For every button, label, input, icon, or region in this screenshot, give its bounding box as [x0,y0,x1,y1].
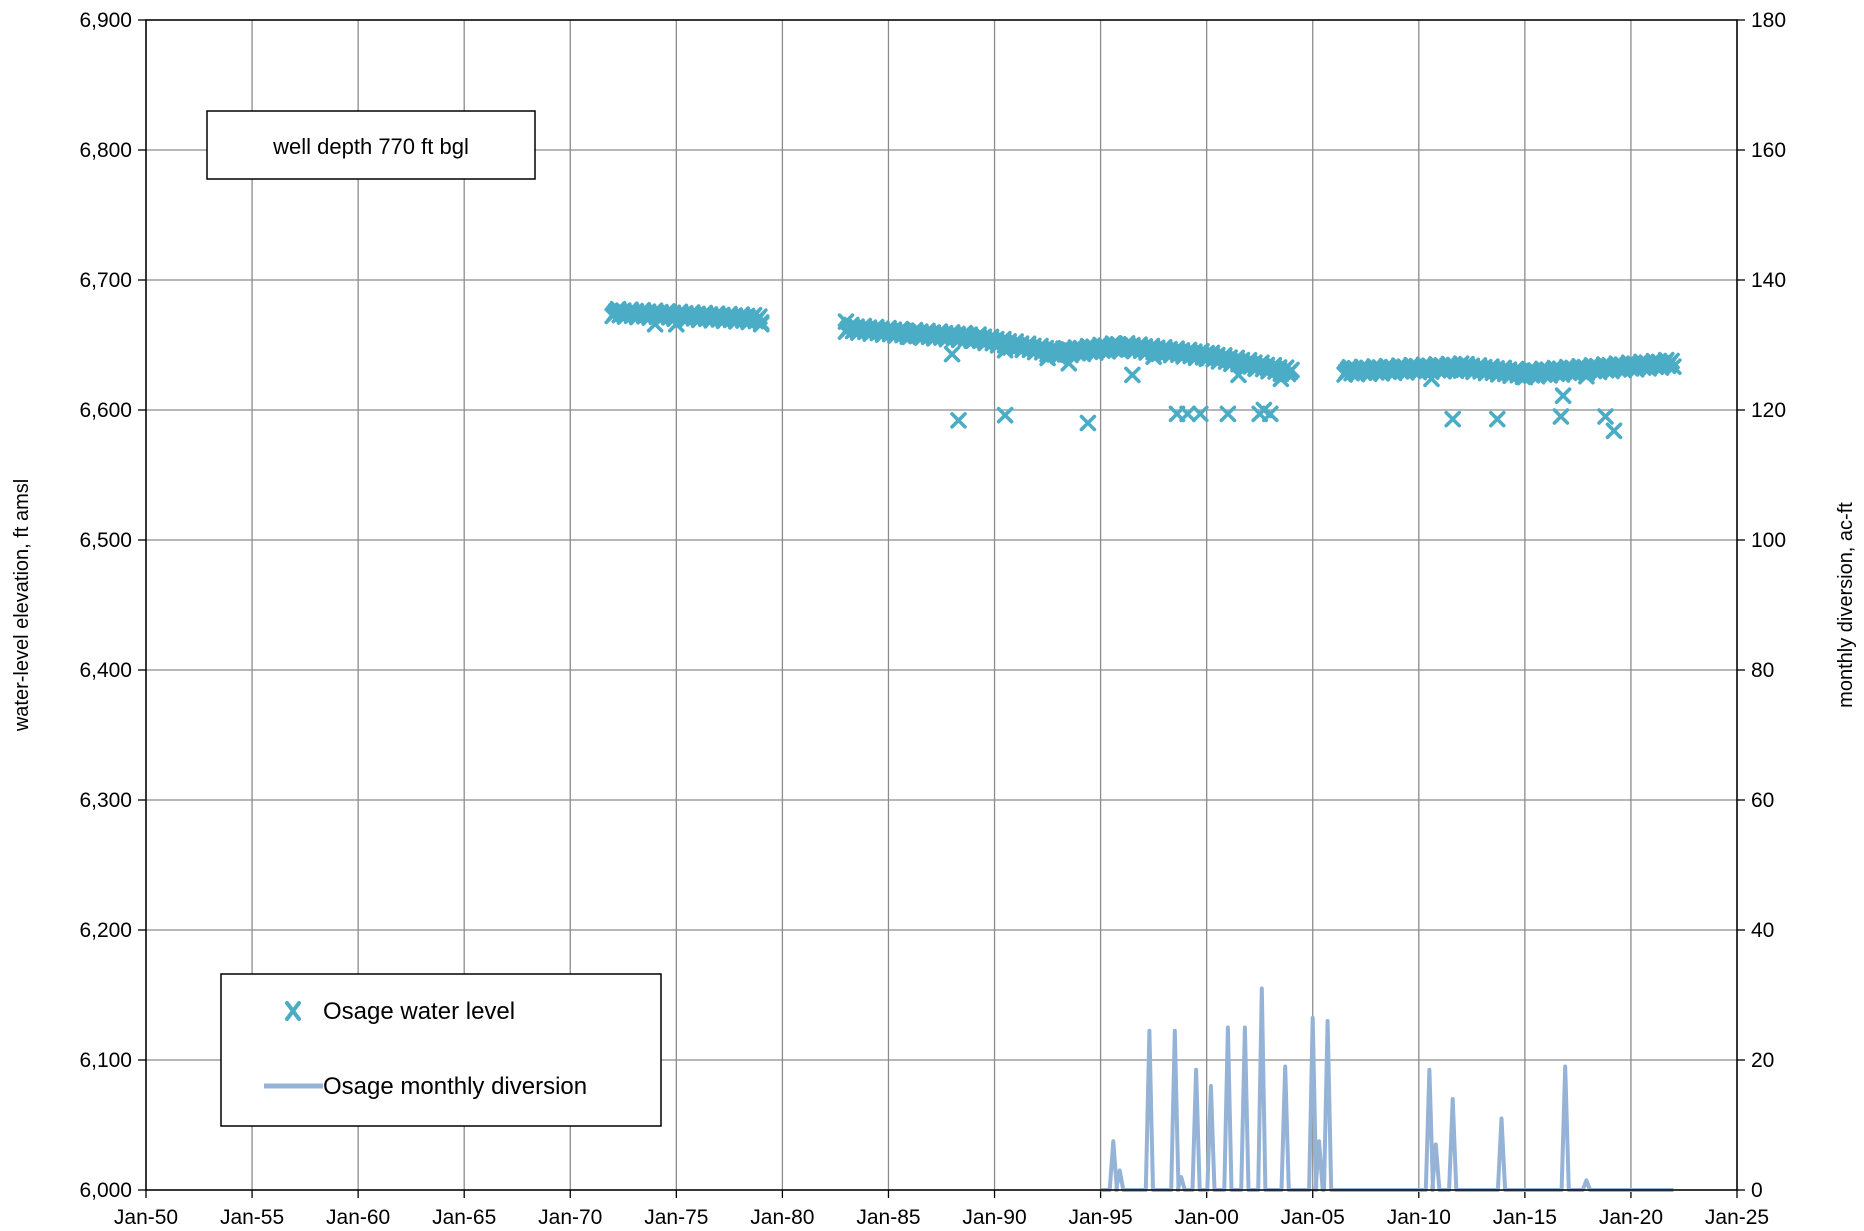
water-level-point [996,341,1014,359]
water-level-point [933,328,950,346]
y-right-tick-label: 160 [1751,139,1786,162]
y-left-tick-label: 6,400 [79,659,132,682]
y-left-tick-label: 6,600 [79,399,132,422]
water-level-point [1554,387,1572,404]
y-right-tick-label: 120 [1751,399,1786,422]
water-level-point [1079,414,1097,432]
water-level-point [646,315,664,333]
x-tick-labels: Jan-50 Jan-55 Jan-60 Jan-65 Jan-70 Jan-75 Jan-… [114,1206,1769,1229]
water-level-point [1060,354,1078,372]
diversion-series [1100,986,1674,1192]
y-right-tick-label: 100 [1751,529,1786,552]
water-level-point [752,315,770,333]
y-left-tick-label: 6,200 [79,919,132,942]
water-level-point [1230,366,1247,384]
legend: Osage water level Osage monthly diversio… [220,973,662,1127]
water-level-point [1192,405,1209,423]
y-right-tick-label: 60 [1751,789,1774,812]
x-tick-label: Jan-85 [856,1206,920,1229]
water-level-point [1423,370,1440,388]
legend-marker-water-level [285,1001,301,1021]
y-right-tick-label: 40 [1751,919,1774,942]
right-tick-labels: 0 20 40 60 80 100 120 140 160 180 [1751,9,1786,1202]
legend-label-diversion: Osage monthly diversion [323,1073,587,1100]
y-left-tick-label: 6,700 [79,269,132,292]
water-level-point [1255,401,1273,419]
plot-frame [145,19,1738,1191]
water-level-point [1179,405,1196,423]
water-level-point [1039,349,1056,367]
water-level-point [1219,405,1237,423]
y-right-tick-label: 20 [1751,1049,1774,1072]
y-right-tick-label: 140 [1751,269,1786,292]
water-level-point [837,313,855,330]
y-right-tick-label: 0 [1751,1179,1763,1202]
water-level-point [1444,410,1461,428]
water-level-point [1597,408,1614,425]
y-left-tick-label: 6,100 [79,1049,132,1072]
y-left-tick-label: 6,000 [79,1179,132,1202]
x-tick-label: Jan-05 [1281,1206,1345,1229]
x-tick-label: Jan-15 [1493,1206,1557,1229]
water-level-point [996,406,1014,424]
x-tick-label: Jan-90 [962,1206,1026,1229]
y-left-tick-label: 6,300 [79,789,132,812]
water-level-point [1578,367,1595,385]
y-left-tick-label: 6,800 [79,139,132,162]
x-tick-label: Jan-70 [538,1206,602,1229]
x-tick-label: Jan-50 [114,1206,178,1229]
x-tick-label: Jan-10 [1387,1206,1451,1229]
water-level-point [1665,358,1682,375]
x-tick-label: Jan-55 [220,1206,284,1229]
annotation-box: well depth 770 ft bgl [206,110,536,180]
annotation-text: well depth 770 ft bgl [272,134,469,159]
x-tick-label: Jan-75 [644,1206,708,1229]
y-right-tick-label: 180 [1751,9,1786,32]
legend-label-water-level: Osage water level [323,998,515,1025]
diversion-line [1100,986,1674,1192]
y-right-tick-label: 80 [1751,659,1774,682]
water-level-point [950,412,967,429]
x-tick-label: Jan-20 [1599,1206,1663,1229]
water-level-point [1145,348,1162,365]
water-level-point [668,315,685,333]
y-left-tick-label: 6,500 [79,529,132,552]
x-tick-label: Jan-65 [432,1206,496,1229]
y-right-axis-title: monthly diversion, ac-ft [1835,502,1857,708]
y-left-axis-title: water-level elevation, ft amsl [11,479,33,732]
water-level-point [1272,370,1290,388]
water-level-point [1552,408,1570,425]
x-tick-label: Jan-00 [1175,1206,1239,1229]
x-tick-label: Jan-80 [750,1206,814,1229]
water-level-point [1489,410,1506,428]
y-left-tick-label: 6,900 [79,9,132,32]
x-tick-label: Jan-95 [1068,1206,1132,1229]
x-tick-label: Jan-60 [326,1206,390,1229]
water-level-point [1247,360,1264,377]
x-tick-label: Jan-25 [1705,1206,1769,1229]
water-level-series [604,300,1682,440]
water-level-point [1605,422,1623,440]
water-level-point [1124,366,1141,384]
left-tick-labels: 6,000 6,100 6,200 6,300 6,400 6,500 6,600 6,700… [79,9,132,1202]
water-level-point [943,345,961,363]
